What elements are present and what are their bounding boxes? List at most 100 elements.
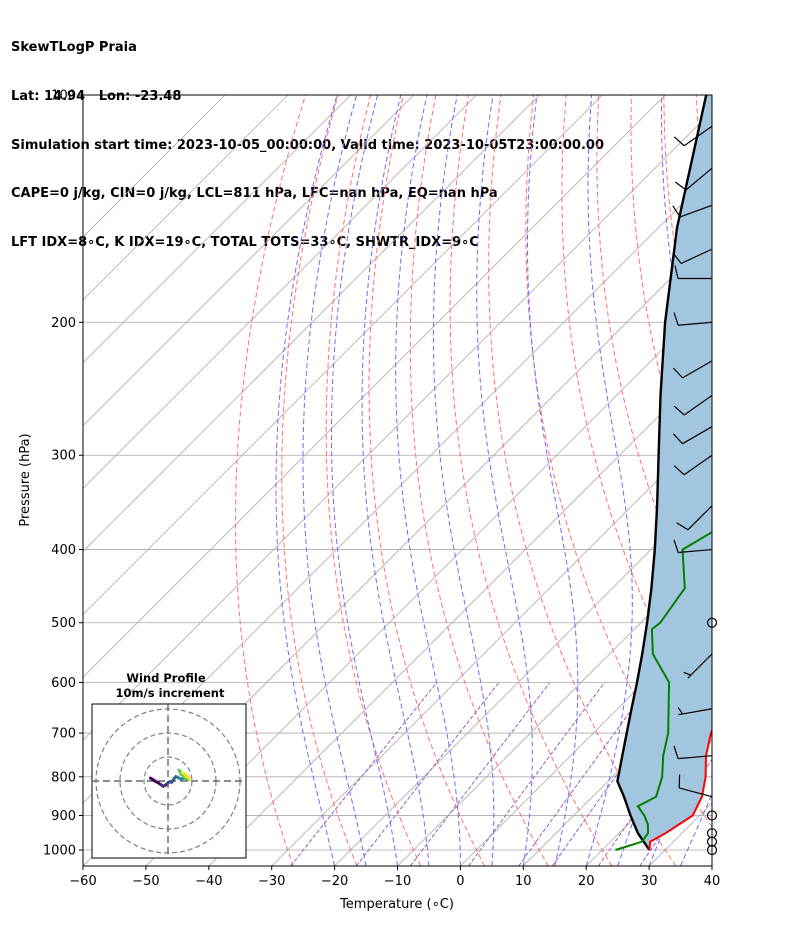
- dry-adiabat: [596, 95, 712, 639]
- y-tick-label: 1000: [43, 844, 76, 859]
- dry-adiabat: [281, 95, 358, 866]
- y-tick-label: 300: [51, 449, 76, 464]
- calm-wind-marker: [706, 828, 718, 839]
- isotherm: [83, 95, 477, 490]
- dry-adiabat: [368, 95, 485, 866]
- dry-adiabat: [449, 95, 613, 866]
- moist-adiabat: [711, 864, 712, 866]
- y-tick-label: 700: [51, 727, 76, 742]
- moist-adiabat: [275, 95, 338, 866]
- mixing-ratio-line: [468, 682, 605, 866]
- mixing-ratio-line: [290, 682, 438, 866]
- x-tick-label: 10: [515, 874, 532, 889]
- x-tick-label: −30: [258, 874, 285, 889]
- wind-barb: [678, 774, 713, 798]
- y-axis-ticks: 1000 900 800 700 600 500 400 300 200 100: [43, 89, 83, 859]
- time-line: Simulation start time: 2023-10-05_00:00:…: [11, 137, 604, 153]
- dry-adiabat: [729, 95, 794, 866]
- x-tick-label: 0: [456, 874, 464, 889]
- dry-adiabat: [409, 95, 549, 866]
- isotherm: [83, 95, 540, 553]
- x-tick-label: −10: [384, 874, 411, 889]
- isotherm: [83, 95, 226, 238]
- wind-profile-inset: Wind Profile 10m/s increment: [91, 671, 247, 859]
- x-tick-label: 20: [578, 874, 595, 889]
- wind-barb: [677, 707, 713, 716]
- calm-wind-marker: [706, 617, 718, 628]
- inset-subtitle: 10m/s increment: [116, 686, 225, 700]
- wind-barb: [676, 505, 713, 531]
- hodograph-segment: [180, 771, 188, 777]
- background-lines: [83, 95, 794, 866]
- x-tick-label: −20: [321, 874, 348, 889]
- y-axis-label: Pressure (hPa): [18, 433, 33, 526]
- dry-adiabat: [525, 95, 712, 828]
- parcel-line: [616, 95, 708, 851]
- chart-header: SkewTLogP Praia Lat: 14.94 Lon: -23.48 S…: [11, 8, 604, 267]
- wind-barb: [673, 745, 713, 760]
- wind-barb: [673, 454, 713, 476]
- x-tick-label: −50: [132, 874, 159, 889]
- location-line: Lat: 14.94 Lon: -23.48: [11, 89, 182, 105]
- wind-barb: [673, 394, 713, 416]
- mixing-ratio-line: [355, 682, 500, 866]
- moist-adiabat: [680, 793, 712, 866]
- mixing-ratio-line: [518, 682, 653, 866]
- calm-wind-marker: [706, 810, 718, 821]
- dewpoint-line: [615, 530, 712, 851]
- isotherm: [83, 95, 666, 678]
- mixing-ratio-line: [409, 682, 551, 866]
- inset-title: Wind Profile: [126, 671, 206, 685]
- wind-barb: [683, 653, 713, 679]
- dry-adiabat: [762, 95, 794, 866]
- y-tick-label: 900: [51, 809, 76, 824]
- moist-adiabat: [395, 95, 461, 866]
- isotherm: [397, 550, 712, 866]
- moist-adiabat: [432, 95, 495, 866]
- temperature-line: [648, 728, 712, 851]
- wind-barbs: [672, 125, 718, 856]
- isotherm: [271, 425, 712, 866]
- moist-adiabat: [527, 95, 579, 866]
- y-tick-label: 500: [51, 616, 76, 631]
- moist-adiabat: [302, 95, 367, 866]
- y-tick-label: 200: [51, 316, 76, 331]
- x-axis-ticks: −60 −50 −40 −30 −20 −10 0 10 20 30 40: [69, 866, 720, 889]
- y-tick-label: 800: [51, 770, 76, 785]
- y-tick-label: 400: [51, 543, 76, 558]
- isotherm: [83, 95, 352, 364]
- isotherm: [145, 299, 712, 866]
- isotherm: [83, 95, 289, 301]
- y-tick-label: 600: [51, 676, 76, 691]
- x-tick-label: 30: [641, 874, 658, 889]
- dry-adiabat: [488, 95, 677, 866]
- wind-barb: [673, 360, 713, 379]
- wind-barb: [674, 167, 713, 191]
- profile-lines: [615, 95, 712, 851]
- wind-barb: [672, 248, 713, 265]
- wind-barb: [672, 204, 713, 218]
- wind-barb: [673, 539, 713, 554]
- isotherm: [83, 95, 603, 615]
- moist-adiabat: [476, 95, 533, 866]
- moist-adiabat: [361, 95, 430, 866]
- y-tick-label: 100: [51, 89, 76, 104]
- x-axis-label: Temperature (∘C): [339, 897, 454, 912]
- chart-title: SkewTLogP Praia: [11, 40, 137, 56]
- x-tick-label: −60: [69, 874, 96, 889]
- isotherm: [83, 95, 414, 427]
- isotherm: [711, 865, 712, 866]
- x-tick-label: −40: [195, 874, 222, 889]
- dry-adiabat: [235, 95, 306, 866]
- isotherm: [334, 488, 712, 866]
- indices-line: LFT IDX=8∘C, K IDX=19∘C, TOTAL TOTS=33∘C…: [11, 234, 479, 250]
- wind-barb: [674, 265, 712, 280]
- calm-wind-marker: [706, 844, 718, 856]
- wind-barb: [673, 125, 713, 147]
- moist-adiabat: [331, 95, 398, 866]
- wind-barb: [673, 312, 713, 326]
- stability-line: CAPE=0 j/kg, CIN=0 j/kg, LCL=811 hPa, LF…: [11, 186, 498, 202]
- isotherm: [83, 110, 712, 741]
- wind-barb: [673, 426, 713, 445]
